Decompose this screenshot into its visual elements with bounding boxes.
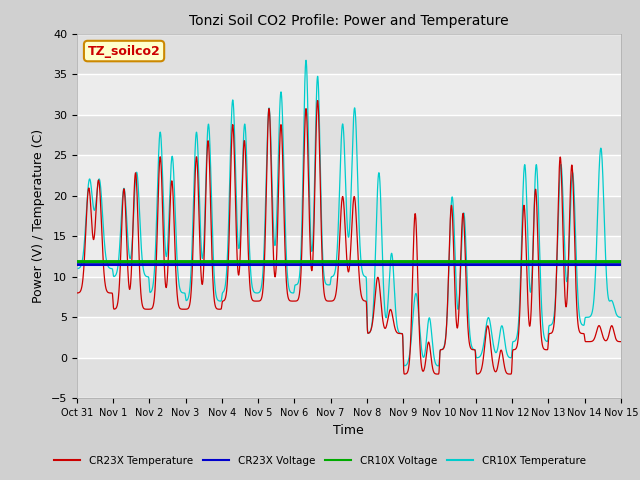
CR10X Temperature [435, 363, 442, 369]
CR23X Voltage [548, 262, 556, 267]
Legend: CR23X Temperature, CR23X Voltage, CR10X Voltage, CR10X Temperature: CR23X Temperature, CR23X Voltage, CR10X … [50, 452, 590, 470]
CR23X Temperature [73, 290, 81, 296]
Bar [77, 74, 621, 115]
CR23X Temperature [282, 258, 289, 264]
Y-axis label: Power (V) / Temperature (C): Power (V) / Temperature (C) [32, 129, 45, 303]
CR23X Temperature [135, 246, 143, 252]
CR10X Voltage [548, 259, 556, 264]
CR23X Voltage [282, 262, 289, 267]
Bar [77, 115, 621, 155]
Line: CR23X Temperature: CR23X Temperature [77, 101, 621, 374]
CR23X Temperature [167, 182, 175, 188]
CR23X Voltage [135, 262, 143, 267]
CR23X Temperature [314, 98, 321, 104]
CR10X Voltage [282, 259, 289, 264]
CR10X Temperature [167, 162, 175, 168]
CR23X Temperature [548, 330, 556, 336]
CR10X Temperature [617, 314, 625, 320]
CR23X Temperature [617, 339, 625, 345]
CR23X Voltage [73, 262, 81, 267]
CR10X Temperature [548, 321, 556, 327]
CR10X Voltage [167, 259, 175, 264]
Line: CR10X Temperature: CR10X Temperature [77, 60, 621, 366]
CR10X Temperature [73, 266, 81, 272]
Bar [77, 277, 621, 317]
CR10X Temperature [282, 226, 289, 232]
CR23X Temperature [305, 199, 313, 205]
CR23X Temperature [507, 371, 515, 377]
CR10X Voltage [73, 259, 81, 264]
Text: TZ_soilco2: TZ_soilco2 [88, 45, 161, 58]
X-axis label: Time: Time [333, 424, 364, 437]
CR10X Voltage [617, 259, 625, 264]
CR10X Temperature [305, 176, 313, 182]
Bar [77, 196, 621, 236]
Title: Tonzi Soil CO2 Profile: Power and Temperature: Tonzi Soil CO2 Profile: Power and Temper… [189, 14, 509, 28]
CR10X Voltage [606, 259, 614, 264]
CR10X Temperature [607, 298, 614, 304]
Bar [77, 317, 621, 358]
CR10X Voltage [305, 259, 313, 264]
CR23X Voltage [617, 262, 625, 267]
CR23X Voltage [606, 262, 614, 267]
Bar [77, 358, 621, 398]
CR23X Temperature [607, 325, 614, 331]
CR10X Temperature [135, 195, 143, 201]
CR10X Temperature [302, 58, 310, 63]
Bar [77, 236, 621, 277]
Bar [77, 155, 621, 196]
CR23X Voltage [305, 262, 313, 267]
CR10X Voltage [135, 259, 143, 264]
CR23X Voltage [167, 262, 175, 267]
Bar [77, 34, 621, 74]
